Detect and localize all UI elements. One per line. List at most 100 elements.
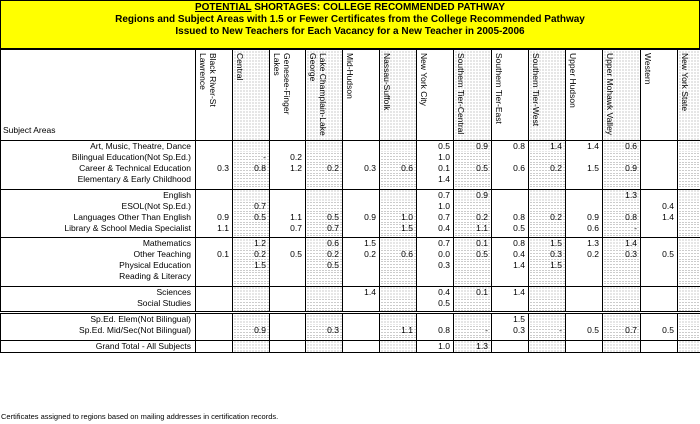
value-cell: 0.5 <box>453 249 492 260</box>
value-cell: 0.7 <box>416 237 454 249</box>
value-cell <box>232 311 270 325</box>
value-cell <box>195 188 233 201</box>
value-cell: 0.3 <box>528 249 566 260</box>
value-cell <box>602 200 641 212</box>
subject-label: Mathematics <box>0 237 196 249</box>
value-cell: 0.7 <box>305 222 343 234</box>
value-cell <box>677 174 700 185</box>
value-cell <box>195 140 233 152</box>
value-cell: 0.6 <box>565 222 603 234</box>
value-cell: 0.4 <box>491 249 529 260</box>
value-cell <box>232 174 270 185</box>
value-cell: 1.4 <box>565 140 603 152</box>
value-cell <box>195 260 233 271</box>
value-cell: 0.7 <box>269 222 306 234</box>
value-cell: 0.5 <box>640 325 678 336</box>
spacer-cell <box>677 185 700 189</box>
value-cell: 0.3 <box>195 163 233 174</box>
value-cell <box>677 271 700 282</box>
spacer-row <box>0 185 700 189</box>
region-header: Upper Mohawk Valley <box>602 49 641 141</box>
region-header: Mid-Hudson <box>342 49 380 141</box>
table-row: Sp.Ed. Elem(Not Bilingual) 1.5 <box>0 311 700 325</box>
value-cell: 1.1 <box>195 222 233 234</box>
region-header: Lake Champlain-Lake George <box>305 49 343 141</box>
value-cell <box>640 285 678 298</box>
value-cell <box>602 152 641 163</box>
value-cell <box>269 339 306 353</box>
value-cell <box>565 271 603 282</box>
region-header: Southern Tier-Central <box>453 49 492 141</box>
value-cell: 0.8 <box>416 325 454 336</box>
subject-label: Social Studies <box>0 297 196 309</box>
subject-label: Sciences <box>0 285 196 298</box>
value-cell <box>565 188 603 201</box>
table-header-row: Subject Areas Black River-St Lawrence Cen… <box>0 49 700 141</box>
value-cell <box>342 271 380 282</box>
value-cell: 0.5 <box>416 140 454 152</box>
region-header-label: Upper Hudson <box>568 53 578 108</box>
value-cell: 1.5 <box>528 260 566 271</box>
subject-label: English <box>0 188 196 201</box>
subject-label: Other Teaching <box>0 249 196 260</box>
value-cell <box>342 188 380 201</box>
value-cell <box>528 311 566 325</box>
value-cell <box>602 271 641 282</box>
value-cell: 1.4 <box>491 285 529 298</box>
value-cell <box>528 297 566 309</box>
value-cell: 0.9 <box>195 211 233 223</box>
value-cell <box>305 188 343 201</box>
value-cell: 1.5 <box>528 237 566 249</box>
value-cell <box>379 271 417 282</box>
region-header: New York State <box>677 49 700 141</box>
value-cell: 1.4 <box>342 285 380 298</box>
value-cell <box>640 222 678 234</box>
table-row: Social Studies 0.5 1.4 <box>0 297 700 309</box>
value-cell <box>305 311 343 325</box>
value-cell <box>640 140 678 152</box>
region-header: New York City <box>416 49 454 141</box>
value-cell <box>528 200 566 212</box>
value-cell <box>195 152 233 163</box>
value-cell: 1.2 <box>232 237 270 249</box>
value-cell: 0.8 <box>491 237 529 249</box>
value-cell: 1.2 <box>677 188 700 201</box>
value-cell <box>453 311 492 325</box>
value-cell: 1.5 <box>379 222 417 234</box>
value-cell <box>565 297 603 309</box>
value-cell <box>342 325 380 336</box>
subject-label: Career & Technical Education <box>0 163 196 174</box>
value-cell <box>342 222 380 234</box>
value-cell <box>342 339 380 353</box>
table-row: Languages Other Than English 0.9 0.5 1.1 0.5… <box>0 211 700 223</box>
value-cell <box>528 285 566 298</box>
value-cell: 0.2 <box>453 211 492 223</box>
region-header-label: Southern Tier-East <box>494 53 504 124</box>
value-cell: 0.5 <box>305 260 343 271</box>
value-cell <box>491 339 529 353</box>
value-cell <box>305 174 343 185</box>
value-cell: 0.1 <box>416 163 454 174</box>
value-cell <box>528 222 566 234</box>
value-cell <box>528 339 566 353</box>
table-row: ESOL(Not Sp.Ed.) 0.7 1.0 0.41.3 <box>0 200 700 212</box>
value-cell <box>195 237 233 249</box>
value-cell: 1.2 <box>269 163 306 174</box>
value-cell <box>232 222 270 234</box>
value-cell: 0.9 <box>602 163 641 174</box>
value-cell <box>305 297 343 309</box>
value-cell: 1.3 <box>677 200 700 212</box>
value-cell: 0.9 <box>677 325 700 336</box>
value-cell <box>195 311 233 325</box>
value-cell <box>640 311 678 325</box>
value-cell: 1.2 <box>677 152 700 163</box>
value-cell <box>379 140 417 152</box>
value-cell <box>602 311 641 325</box>
value-cell: 0.1 <box>453 285 492 298</box>
value-cell <box>269 237 306 249</box>
title-line-3: Issued to New Teachers for Each Vacancy … <box>175 26 525 37</box>
value-cell <box>491 174 529 185</box>
title-line-2: Regions and Subject Areas with 1.5 or Fe… <box>115 14 585 25</box>
value-cell <box>565 200 603 212</box>
